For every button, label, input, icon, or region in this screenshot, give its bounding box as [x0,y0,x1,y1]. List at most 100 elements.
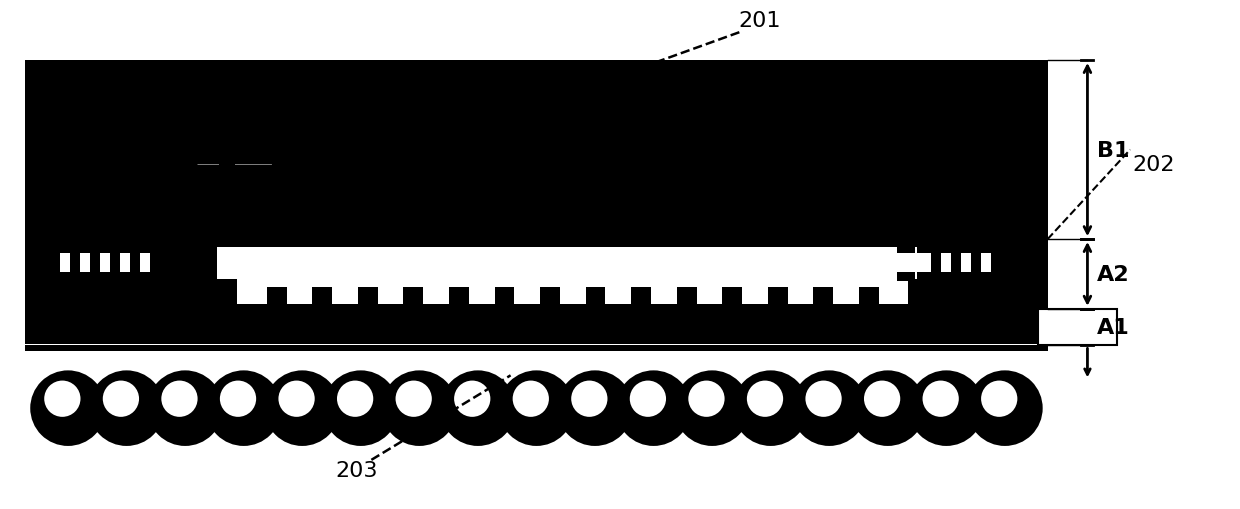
Bar [95,272,114,281]
Bar [898,272,915,281]
Text: 203: 203 [335,460,378,480]
Bar [272,69,630,165]
Bar [197,71,694,165]
Bar [722,287,742,307]
Bar [541,287,560,307]
Bar [25,61,1048,71]
Bar [358,287,378,307]
Circle shape [498,371,574,446]
Bar [977,244,994,253]
Bar [898,244,915,253]
Text: A1: A1 [1097,318,1130,337]
Circle shape [616,371,692,446]
Bar [438,165,454,183]
Bar [918,272,935,281]
Bar [495,287,515,307]
Circle shape [206,371,281,446]
Circle shape [981,381,1017,417]
Bar [115,272,134,281]
Circle shape [396,381,432,417]
Bar [135,244,154,253]
Bar [603,165,618,183]
Bar [25,309,1048,344]
Bar [1038,309,1117,346]
Text: 201: 201 [738,11,780,31]
Text: DRAM: DRAM [402,98,510,129]
Circle shape [337,381,373,417]
Bar [76,244,94,253]
Bar [25,240,1048,309]
Bar [56,244,74,253]
Bar [813,287,833,307]
Polygon shape [197,71,272,165]
Bar [95,244,114,253]
Bar [677,287,697,307]
Circle shape [630,381,666,417]
Bar [237,279,909,304]
Bar [631,287,651,307]
Circle shape [733,371,808,446]
Circle shape [923,381,959,417]
Circle shape [161,381,197,417]
Polygon shape [630,71,680,165]
Circle shape [849,371,925,446]
Bar [768,287,787,307]
Text: B1: B1 [1097,140,1130,160]
Bar [25,71,1048,240]
Bar [60,245,69,281]
Circle shape [967,371,1043,446]
Circle shape [746,381,784,417]
Circle shape [557,371,632,446]
Circle shape [572,381,608,417]
Bar [657,165,673,183]
Circle shape [864,381,900,417]
Bar [25,346,1048,352]
Bar [79,245,91,281]
Circle shape [806,381,842,417]
Bar [918,244,935,253]
Bar [267,287,286,307]
Bar [274,165,290,183]
Bar [957,244,975,253]
Bar [383,165,399,183]
Circle shape [45,381,81,417]
Bar [937,272,955,281]
Bar [120,245,130,281]
Bar [941,245,951,281]
Circle shape [279,381,315,417]
Bar [858,287,879,307]
Bar [981,245,991,281]
Bar [100,245,110,281]
Bar [115,244,134,253]
Bar [312,287,332,307]
Circle shape [440,371,516,446]
Bar [901,245,911,281]
Bar [937,244,955,253]
Bar [1038,309,1117,346]
Circle shape [219,381,257,417]
Bar [921,245,931,281]
Circle shape [322,371,398,446]
Bar [56,272,74,281]
Bar [492,165,508,183]
Bar [547,165,563,183]
Circle shape [909,371,985,446]
Circle shape [454,381,490,417]
Bar [217,247,929,279]
Circle shape [89,371,165,446]
Bar [135,272,154,281]
Circle shape [30,371,105,446]
Bar [957,272,975,281]
Circle shape [791,371,867,446]
Bar [961,245,971,281]
Bar [329,165,345,183]
Circle shape [512,381,549,417]
Text: A2: A2 [1097,264,1130,285]
Circle shape [148,371,223,446]
Bar [140,245,150,281]
Circle shape [675,371,750,446]
Bar [403,287,423,307]
Bar [76,272,94,281]
Circle shape [103,381,139,417]
Bar [449,287,469,307]
